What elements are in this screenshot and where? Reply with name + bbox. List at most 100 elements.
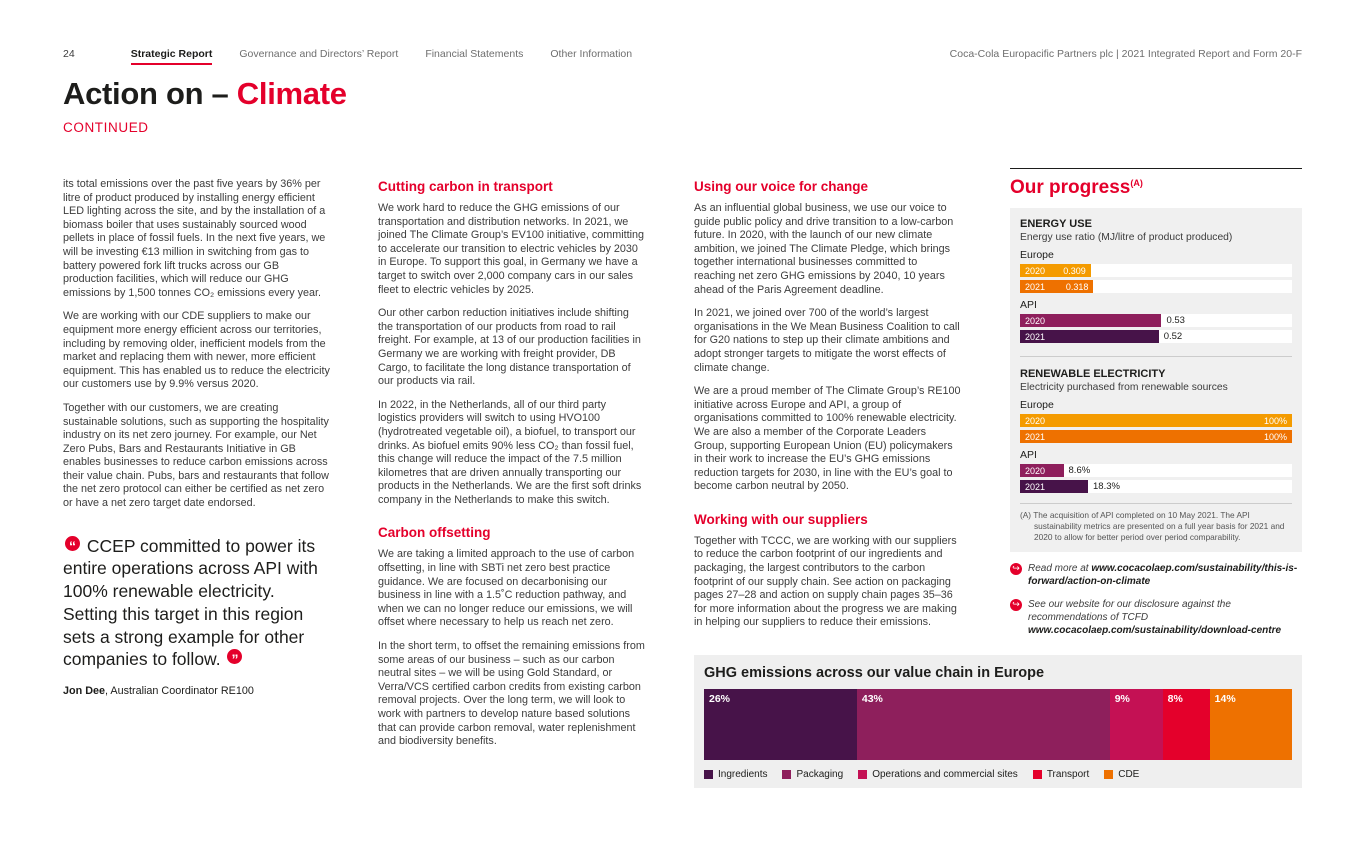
attribution-role: , Australian Coordinator RE100 — [105, 685, 254, 698]
legend-item-cde: CDE — [1104, 769, 1139, 780]
page-title-prefix: Action on – — [63, 76, 237, 111]
bar-year-label: 2021 — [1025, 481, 1046, 492]
bar-energy-europe-2020: 2020 0.309 — [1020, 264, 1292, 277]
chart-title: GHG emissions across our value chain in … — [704, 665, 1045, 681]
segment-value-label: 43% — [861, 693, 883, 705]
link-text: Read more at www.cocacolaep.com/sustaina… — [1028, 562, 1302, 588]
top-nav: Strategic Report Governance and Director… — [130, 48, 633, 65]
bar-value-label: 100% — [1263, 415, 1287, 426]
legend-item-transport: Transport — [1032, 769, 1089, 780]
our-progress-sidebar: Our progress(A) ENERGY USE Energy use ra… — [1010, 168, 1302, 637]
bar-value-label: 8.6% — [1068, 465, 1091, 476]
close-quote-icon: ” — [227, 649, 243, 665]
bar-renewable-api-2020: 2020 8.6% — [1020, 464, 1292, 477]
chart-legend: Ingredients Packaging Operations and com… — [704, 769, 1292, 780]
renewable-electricity-subtitle: Electricity purchased from renewable sou… — [1020, 382, 1228, 393]
bar-year-label: 2021 — [1025, 331, 1046, 342]
page-header: 24 Strategic Report Governance and Direc… — [63, 48, 1302, 65]
energy-use-subtitle: Energy use ratio (MJ/litre of product pr… — [1020, 232, 1233, 243]
segment-transport: 8% — [1162, 689, 1210, 760]
legend-swatch — [1104, 770, 1114, 779]
renewable-electricity-heading: RENEWABLE ELECTRICITY — [1020, 368, 1166, 380]
link-text-prefix: See our website for our disclosure again… — [1028, 598, 1231, 623]
tcfd-disclosure-link[interactable]: ↪ See our website for our disclosure aga… — [1010, 598, 1302, 637]
bar-value-label: 0.309 — [1063, 265, 1086, 276]
column-1: its total emissions over the past five y… — [63, 178, 330, 709]
ghg-emissions-chart: GHG emissions across our value chain in … — [694, 655, 1302, 788]
legend-swatch — [704, 770, 713, 779]
renewable-electricity-section: RENEWABLE ELECTRICITY Electricity purcha… — [1020, 356, 1292, 493]
nav-tab-governance-directors-report[interactable]: Governance and Directors’ Report — [239, 48, 399, 60]
bar-value-label: 0.318 — [1065, 281, 1089, 292]
nav-tab-other-information[interactable]: Other Information — [550, 48, 633, 60]
bar-value-label: 0.52 — [1163, 331, 1183, 342]
bar-fill: 2020 0.309 — [1020, 264, 1091, 277]
link-arrow-icon: ↪ — [1010, 598, 1022, 611]
bar-fill: 2021 100% — [1020, 430, 1292, 443]
section-heading-using-our-voice-for-change: Using our voice for change — [694, 179, 869, 194]
paragraph: Together with TCCC, we are working with … — [694, 534, 957, 629]
paragraph: We work hard to reduce the GHG emissions… — [378, 202, 645, 296]
continued-label: CONTINUED — [63, 120, 149, 135]
paragraph: its total emissions over the past five y… — [63, 178, 326, 299]
legend-swatch — [782, 770, 792, 779]
legend-label: Packaging — [796, 769, 844, 780]
group-label-europe: Europe — [1020, 249, 1054, 261]
our-progress-title-text: Our progress — [1010, 177, 1131, 198]
bar-year-label: 2020 — [1025, 265, 1046, 276]
attribution-name: Jon Dee — [63, 685, 106, 698]
column-2: Cutting carbon in transport We work hard… — [378, 178, 645, 759]
paragraph: In the short term, to offset the remaini… — [378, 640, 645, 748]
legend-item-ingredients: Ingredients — [704, 769, 767, 780]
legend-label: CDE — [1118, 769, 1140, 780]
group-label-api: API — [1020, 299, 1037, 311]
paragraph: Our other carbon reduction initiatives i… — [378, 307, 641, 388]
bar-energy-europe-2021: 2021 0.318 — [1020, 280, 1292, 293]
energy-use-section: ENERGY USE Energy use ratio (MJ/litre of… — [1020, 218, 1292, 343]
nav-tab-financial-statements[interactable]: Financial Statements — [425, 48, 524, 60]
nav-tab-strategic-report[interactable]: Strategic Report — [130, 48, 213, 65]
page-title-highlight: Climate — [236, 76, 347, 111]
segment-value-label: 9% — [1114, 693, 1130, 705]
stacked-bar: 26% 43% 9% 8% 14% — [704, 689, 1292, 760]
bar-year-label: 2021 — [1025, 431, 1046, 442]
paragraph: Together with our customers, we are crea… — [63, 401, 329, 510]
section-heading-carbon-offsetting: Carbon offsetting — [378, 525, 491, 541]
paragraph: As an influential global business, we us… — [694, 202, 954, 296]
column-3: Using our voice for change As an influen… — [694, 178, 961, 640]
bar-renewable-europe-2021: 2021 100% — [1020, 430, 1292, 443]
progress-charts-panel: ENERGY USE Energy use ratio (MJ/litre of… — [1010, 208, 1302, 552]
page-title: Action on – Climate — [63, 76, 347, 112]
link-text: See our website for our disclosure again… — [1028, 598, 1302, 637]
quote-attribution: Jon Dee, Australian Coordinator RE100 — [63, 685, 330, 699]
bar-value-label: 18.3% — [1093, 481, 1120, 492]
legend-swatch — [858, 770, 868, 779]
legend-item-packaging: Packaging — [782, 769, 843, 780]
our-progress-title: Our progress(A) — [1010, 177, 1302, 199]
link-text-prefix: Read more at — [1028, 562, 1092, 574]
segment-value-label: 26% — [709, 693, 731, 705]
footnote: (A) The acquisition of API completed on … — [1020, 503, 1292, 543]
bar-fill: 2020 100% — [1020, 414, 1292, 427]
page-number: 24 — [63, 48, 75, 60]
read-more-link[interactable]: ↪ Read more at www.cocacolaep.com/sustai… — [1010, 562, 1302, 588]
segment-cde: 14% — [1209, 689, 1292, 760]
bar-renewable-europe-2020: 2020 100% — [1020, 414, 1292, 427]
bar-value-label: 0.53 — [1166, 315, 1185, 326]
energy-use-heading: ENERGY USE — [1020, 218, 1092, 230]
legend-label: Operations and commercial sites — [872, 769, 1018, 780]
paragraph: We are a proud member of The Climate Gro… — [694, 385, 961, 493]
bar-fill: 2020 — [1020, 464, 1064, 477]
segment-ingredients: 26% — [704, 689, 857, 760]
link-arrow-icon: ↪ — [1010, 562, 1022, 575]
pull-quote-text: CCEP committed to power its entire opera… — [63, 535, 318, 670]
bar-fill: 2021 0.318 — [1020, 280, 1094, 293]
segment-value-label: 8% — [1167, 693, 1183, 705]
legend-label: Ingredients — [718, 769, 768, 780]
link-url[interactable]: www.cocacolaep.com/sustainability/downlo… — [1028, 624, 1282, 636]
link-url[interactable]: www.cocacolaep.com/sustainability/this-i… — [1028, 562, 1298, 587]
report-name-header: Coca-Cola Europacific Partners plc | 202… — [949, 48, 1302, 60]
segment-packaging: 43% — [856, 689, 1110, 760]
bar-value-label: 100% — [1263, 431, 1287, 442]
section-heading-cutting-carbon-in-transport: Cutting carbon in transport — [378, 179, 553, 194]
